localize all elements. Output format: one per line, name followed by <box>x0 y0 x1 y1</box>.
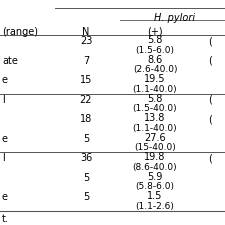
Text: (: ( <box>208 36 212 46</box>
Text: 19.8: 19.8 <box>144 153 166 162</box>
Text: (15-40.0): (15-40.0) <box>134 143 176 152</box>
Text: 15: 15 <box>80 75 92 86</box>
Text: (1.1-40.0): (1.1-40.0) <box>133 124 177 133</box>
Text: (: ( <box>208 56 212 66</box>
Text: (1.1-2.6): (1.1-2.6) <box>135 202 174 211</box>
Text: (: ( <box>208 95 212 105</box>
Text: N: N <box>82 27 90 37</box>
Text: ate: ate <box>2 56 18 66</box>
Text: 27.6: 27.6 <box>144 133 166 143</box>
Text: (1.5-6.0): (1.5-6.0) <box>135 45 175 54</box>
Text: H. pylori: H. pylori <box>154 13 196 23</box>
Text: (+): (+) <box>147 27 163 37</box>
Text: 36: 36 <box>80 153 92 163</box>
Text: (2.6-40.0): (2.6-40.0) <box>133 65 177 74</box>
Text: 5.8: 5.8 <box>147 94 163 104</box>
Text: (: ( <box>208 115 212 124</box>
Text: 22: 22 <box>80 95 92 105</box>
Text: (1.1-40.0): (1.1-40.0) <box>133 85 177 94</box>
Text: 5: 5 <box>83 192 89 202</box>
Text: 13.8: 13.8 <box>144 113 166 124</box>
Text: e: e <box>2 134 8 144</box>
Text: 5.8: 5.8 <box>147 36 163 45</box>
Text: (range): (range) <box>2 27 38 37</box>
Text: (8.6-40.0): (8.6-40.0) <box>133 162 177 171</box>
Text: 8.6: 8.6 <box>147 55 163 65</box>
Text: 18: 18 <box>80 115 92 124</box>
Text: (: ( <box>208 153 212 163</box>
Text: e: e <box>2 192 8 202</box>
Text: 5: 5 <box>83 173 89 183</box>
Text: (5.8-6.0): (5.8-6.0) <box>135 182 175 191</box>
Text: 23: 23 <box>80 36 92 46</box>
Text: (1.5-40.0): (1.5-40.0) <box>133 104 177 113</box>
Text: 1.5: 1.5 <box>147 191 163 201</box>
Text: l: l <box>2 95 5 105</box>
Text: 5.9: 5.9 <box>147 172 163 182</box>
Text: 19.5: 19.5 <box>144 74 166 84</box>
Text: 7: 7 <box>83 56 89 66</box>
Text: 5: 5 <box>83 134 89 144</box>
Text: t.: t. <box>2 214 9 225</box>
Text: l: l <box>2 153 5 163</box>
Text: e: e <box>2 75 8 86</box>
